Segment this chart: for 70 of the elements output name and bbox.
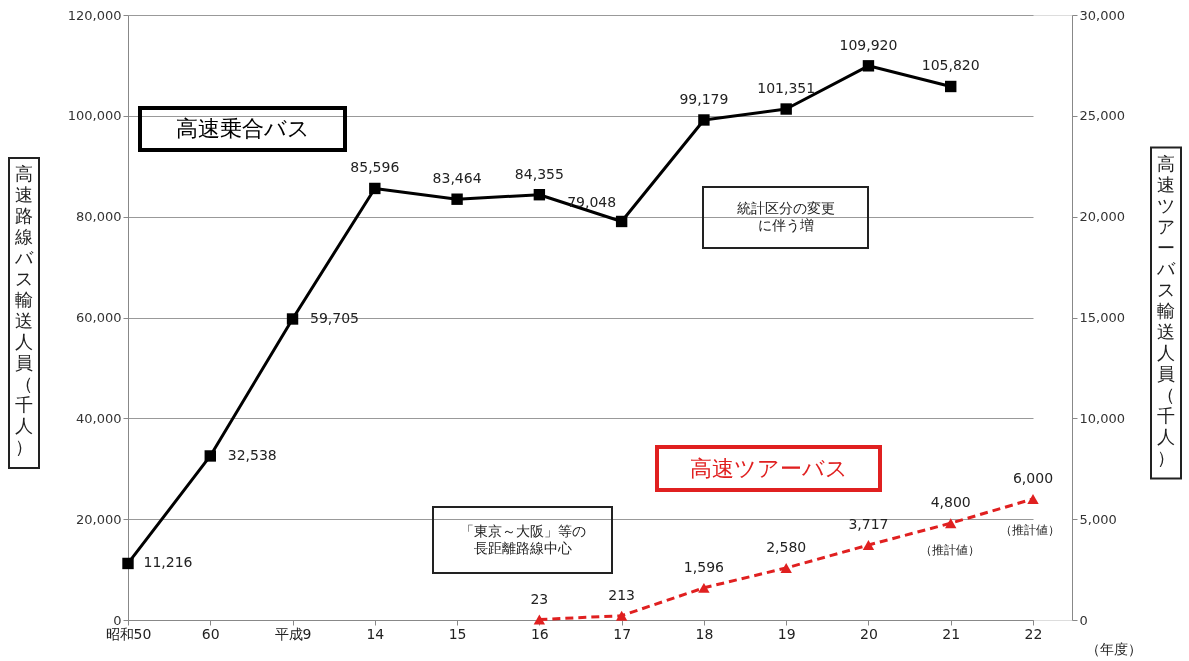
point <box>945 80 957 93</box>
point <box>780 563 792 573</box>
point <box>945 518 957 529</box>
y-tick-label: 40,000 <box>76 410 122 426</box>
point <box>615 610 628 621</box>
point <box>369 182 381 195</box>
data-label: 23 <box>530 590 549 607</box>
point <box>698 582 710 593</box>
text: 高速路線バス輸送人員（千人） <box>15 163 33 457</box>
x-tick-label: 60 <box>201 625 220 642</box>
y-tick-label: 0 <box>113 612 122 628</box>
x-tick-label: 21 <box>942 625 961 642</box>
data-label: 83,464 <box>432 170 482 187</box>
y2-tick-label: 10,000 <box>1079 410 1125 426</box>
y-tick-label: 80,000 <box>76 209 122 225</box>
data-label: 79,048 <box>567 194 617 211</box>
annotation: 統計区分の変更に伴う増 <box>736 200 835 233</box>
y-tick-label: 100,000 <box>67 108 122 124</box>
data-label: 109,920 <box>839 36 898 53</box>
data-label: 59,705 <box>310 309 360 326</box>
x-tick-label: 16 <box>530 625 549 642</box>
y-tick-label: 20,000 <box>76 511 122 527</box>
x-axis-title: （年度） <box>1086 641 1142 657</box>
x-tick-label: 19 <box>777 625 796 642</box>
annotation: （推計値） <box>1000 523 1060 537</box>
point <box>615 215 628 228</box>
x-tick-label: 平成9 <box>274 625 312 642</box>
point <box>1027 494 1039 504</box>
point <box>862 540 875 550</box>
y-tick-label: 120,000 <box>67 7 122 23</box>
point <box>204 450 216 462</box>
annotation: （推計値） <box>920 543 980 557</box>
point <box>122 557 134 570</box>
y2-tick-label: 30,000 <box>1079 7 1125 23</box>
y-tick-label: 60,000 <box>76 310 122 325</box>
data-label: 4,800 <box>930 494 971 511</box>
y2-tick-label: 15,000 <box>1079 310 1125 325</box>
annotation: 「東京～大阪」等の長距離路線中心 <box>459 522 586 556</box>
data-label: 101,351 <box>757 80 816 97</box>
data-label: 32,538 <box>227 446 277 463</box>
y2-tick-label: 20,000 <box>1079 209 1125 225</box>
data-label: 105,820 <box>921 57 980 74</box>
text: 高速乗合バス <box>175 116 310 141</box>
data-label: 213 <box>608 586 635 603</box>
point <box>533 189 546 201</box>
point <box>698 114 710 126</box>
data-label: 3,717 <box>848 516 889 533</box>
data-label: 84,355 <box>514 165 564 182</box>
point <box>286 313 299 325</box>
data-label: 11,216 <box>143 554 193 571</box>
x-tick-label: 15 <box>448 625 467 642</box>
y2-tick-label: 0 <box>1079 612 1088 628</box>
data-label: 1,596 <box>683 558 725 575</box>
text: 高速ツアーバス輸送人員（千人） <box>1157 152 1175 468</box>
x-tick-label: 昭和50 <box>105 625 152 642</box>
point <box>862 60 875 72</box>
data-label: 99,179 <box>679 90 729 107</box>
y2-tick-label: 25,000 <box>1079 108 1125 124</box>
x-tick-label: 17 <box>613 625 632 642</box>
y2-tick-label: 5,000 <box>1079 511 1117 527</box>
x-tick-label: 14 <box>366 625 385 642</box>
data-label: 85,596 <box>350 159 400 176</box>
x-tick-label: 20 <box>860 625 878 642</box>
data-label: 2,580 <box>766 538 807 555</box>
point <box>451 193 463 205</box>
x-tick-label: 18 <box>695 625 714 642</box>
point <box>780 103 792 115</box>
data-label: 6,000 <box>1012 470 1054 486</box>
x-tick-label: 22 <box>1024 625 1043 642</box>
text: 高速ツアーバス <box>689 455 848 481</box>
